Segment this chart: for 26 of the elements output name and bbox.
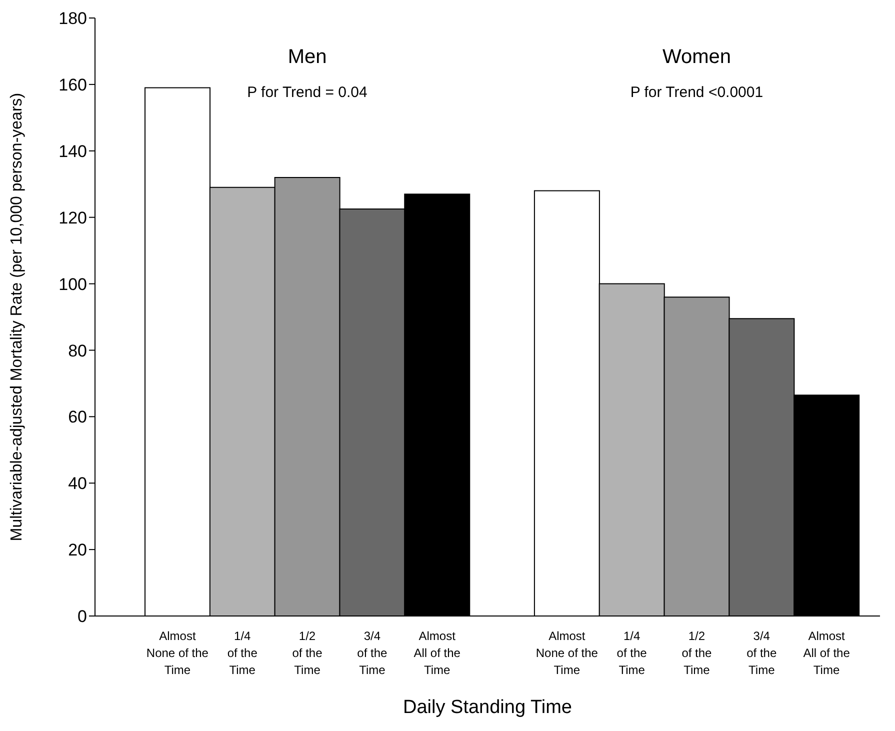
- y-tick-label: 60: [68, 408, 87, 427]
- y-axis-title: Multivariable-adjusted Mortality Rate (per 10,000 person-years): [8, 92, 26, 542]
- y-tick-label: 20: [68, 540, 87, 560]
- y-tick-label: 140: [58, 142, 87, 161]
- annotation: Women: [661, 46, 732, 69]
- x-tick-label: 1/4 of the Time: [616, 629, 648, 677]
- y-tick-label: 180: [58, 9, 87, 28]
- y-tick-label: 100: [58, 274, 87, 294]
- x-tick-label: Almost All of the Time: [803, 629, 850, 677]
- x-tick-label: 3/4 of the Time: [357, 629, 388, 677]
- x-tick-label: Almost All of the Time: [414, 629, 461, 677]
- y-tick-label: 40: [68, 474, 87, 494]
- annotation: Men: [286, 46, 328, 69]
- x-tick-label: 1/2 of the Time: [292, 629, 323, 677]
- y-tick-label: 0: [78, 607, 87, 626]
- y-tick-label: 160: [58, 75, 87, 94]
- annotation: P for Trend <0.0001: [629, 84, 764, 102]
- x-tick-label: Almost None of the Time: [536, 629, 598, 677]
- y-tick-label: 80: [68, 341, 87, 360]
- x-axis-title: Daily Standing Time: [403, 697, 572, 718]
- x-tick-label: 1/2 of the Time: [682, 629, 712, 677]
- x-tick-label: Almost None of the Time: [146, 629, 209, 677]
- x-tick-label: 3/4 of the Time: [746, 629, 777, 677]
- x-tick-label: 1/4 of the Time: [227, 629, 258, 677]
- annotation: P for Trend = 0.04: [246, 84, 368, 102]
- y-tick-label: 120: [58, 208, 87, 228]
